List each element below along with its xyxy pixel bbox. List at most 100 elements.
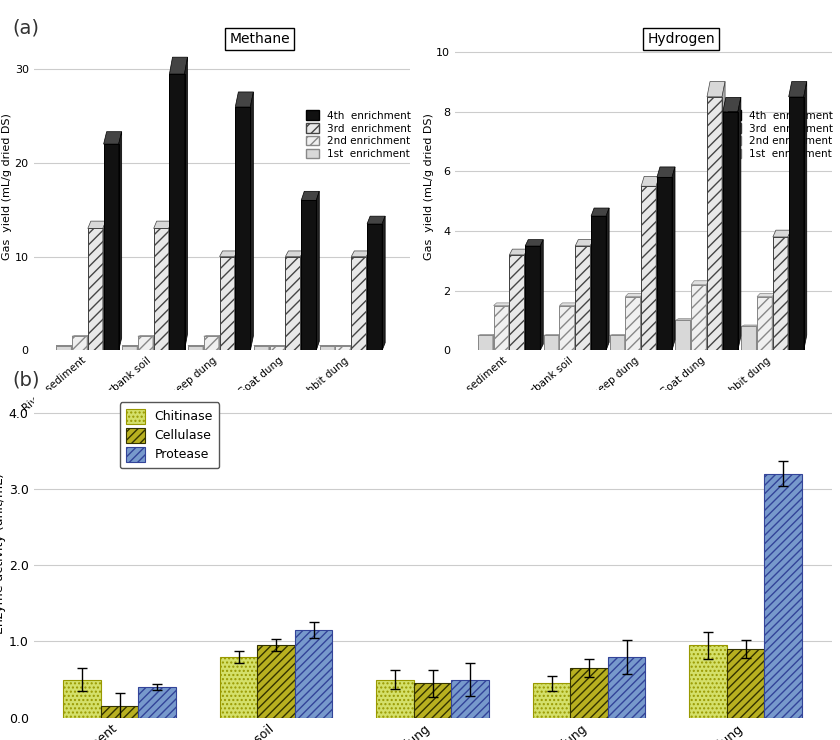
Polygon shape	[382, 216, 386, 350]
Polygon shape	[317, 192, 319, 350]
Polygon shape	[72, 336, 87, 350]
Polygon shape	[269, 346, 272, 350]
Polygon shape	[235, 107, 250, 350]
Polygon shape	[367, 223, 382, 350]
Polygon shape	[153, 335, 156, 350]
Polygon shape	[757, 293, 775, 297]
Polygon shape	[234, 251, 238, 350]
Text: (a): (a)	[13, 18, 39, 38]
Polygon shape	[350, 346, 354, 350]
Polygon shape	[804, 81, 806, 350]
Polygon shape	[72, 335, 90, 336]
Polygon shape	[254, 346, 269, 350]
Polygon shape	[757, 297, 772, 350]
Polygon shape	[366, 251, 370, 350]
Y-axis label: Gas  yield (mL/g dried DS): Gas yield (mL/g dried DS)	[423, 112, 433, 260]
Polygon shape	[559, 334, 562, 350]
Polygon shape	[625, 293, 643, 297]
Polygon shape	[235, 92, 254, 107]
Polygon shape	[218, 335, 222, 350]
Polygon shape	[302, 192, 319, 201]
Polygon shape	[270, 346, 285, 350]
Bar	[295, 630, 333, 718]
Bar	[101, 707, 139, 718]
Polygon shape	[773, 230, 791, 237]
Polygon shape	[138, 335, 156, 336]
Legend: 4th  enrichment, 3rd  enrichment, 2nd enrichment, 1st  enrichment: 4th enrichment, 3rd enrichment, 2nd enri…	[727, 110, 834, 161]
Polygon shape	[286, 257, 301, 350]
Polygon shape	[203, 346, 206, 350]
Polygon shape	[559, 303, 578, 306]
Polygon shape	[103, 144, 118, 350]
Polygon shape	[154, 221, 171, 229]
Polygon shape	[675, 319, 694, 320]
Polygon shape	[334, 346, 338, 350]
Polygon shape	[641, 176, 659, 186]
Polygon shape	[575, 246, 591, 350]
Polygon shape	[494, 303, 512, 306]
Polygon shape	[657, 167, 675, 178]
Polygon shape	[610, 334, 627, 335]
Bar	[533, 684, 570, 718]
Polygon shape	[219, 257, 234, 350]
Polygon shape	[575, 240, 593, 246]
Polygon shape	[738, 98, 741, 350]
Polygon shape	[204, 336, 218, 350]
Polygon shape	[286, 251, 303, 257]
Polygon shape	[591, 216, 606, 350]
Polygon shape	[641, 186, 656, 350]
Polygon shape	[741, 326, 756, 350]
Polygon shape	[71, 346, 74, 350]
Bar	[139, 687, 176, 718]
Bar	[257, 645, 295, 718]
Polygon shape	[789, 97, 804, 350]
Polygon shape	[707, 81, 725, 97]
Bar	[414, 684, 451, 718]
Polygon shape	[351, 257, 366, 350]
Bar	[764, 474, 802, 718]
Polygon shape	[690, 319, 694, 350]
Polygon shape	[788, 230, 791, 350]
Polygon shape	[591, 208, 609, 216]
Polygon shape	[188, 346, 203, 350]
Polygon shape	[118, 132, 122, 350]
Polygon shape	[741, 325, 759, 326]
Y-axis label: Enzyme activity (unit/mL): Enzyme activity (unit/mL)	[0, 474, 6, 634]
Polygon shape	[250, 92, 254, 350]
Polygon shape	[525, 246, 540, 350]
Polygon shape	[610, 335, 625, 350]
Text: Hydrogen: Hydrogen	[648, 32, 715, 46]
Polygon shape	[170, 57, 187, 74]
Polygon shape	[219, 251, 238, 257]
Polygon shape	[707, 97, 722, 350]
Polygon shape	[88, 221, 106, 229]
Polygon shape	[138, 336, 153, 350]
Polygon shape	[675, 320, 690, 350]
Polygon shape	[320, 346, 334, 350]
Polygon shape	[302, 201, 317, 350]
Y-axis label: Gas  yield (mL/g dried DS): Gas yield (mL/g dried DS)	[2, 112, 12, 260]
Polygon shape	[285, 346, 287, 350]
Polygon shape	[591, 240, 593, 350]
Polygon shape	[773, 237, 788, 350]
Polygon shape	[493, 334, 496, 350]
Polygon shape	[540, 240, 543, 350]
Polygon shape	[367, 216, 386, 223]
Polygon shape	[509, 303, 512, 350]
Bar	[63, 679, 101, 718]
Polygon shape	[525, 240, 543, 246]
Polygon shape	[88, 229, 102, 350]
Polygon shape	[606, 208, 609, 350]
Polygon shape	[154, 229, 169, 350]
Text: Methane: Methane	[229, 32, 290, 46]
Legend: Chitinase, Cellulase, Protease: Chitinase, Cellulase, Protease	[119, 403, 219, 468]
Bar	[376, 679, 414, 718]
Polygon shape	[640, 293, 643, 350]
Polygon shape	[756, 325, 759, 350]
Polygon shape	[657, 178, 672, 350]
Polygon shape	[706, 280, 709, 350]
Polygon shape	[575, 303, 578, 350]
Polygon shape	[625, 297, 640, 350]
Polygon shape	[789, 81, 806, 97]
Polygon shape	[335, 346, 350, 350]
